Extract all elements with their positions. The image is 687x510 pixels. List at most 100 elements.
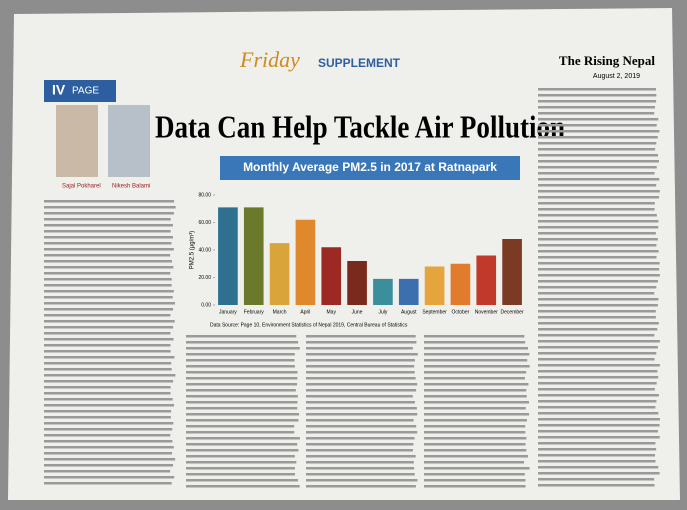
x-tick-label: November: [475, 309, 498, 315]
text-line: [44, 308, 173, 311]
text-line: [186, 413, 299, 416]
bar: [347, 261, 367, 305]
text-line: [186, 443, 297, 446]
y-tick-label: 80.00: [198, 192, 211, 198]
text-line: [538, 436, 660, 439]
text-line: [306, 479, 417, 482]
text-line: [424, 389, 526, 392]
text-line: [538, 352, 656, 355]
y-tick-label: 20.00: [198, 275, 211, 281]
date: August 2, 2019: [593, 73, 640, 80]
text-line: [44, 296, 173, 299]
text-line: [424, 359, 527, 362]
text-line: [186, 383, 297, 386]
bar: [476, 256, 496, 306]
page-number: IV: [52, 82, 66, 98]
text-line: [44, 278, 172, 281]
text-line: [44, 458, 175, 461]
x-tick-label: March: [273, 309, 287, 315]
text-line: [44, 446, 174, 449]
text-line: [538, 400, 656, 403]
text-line: [44, 200, 174, 203]
text-line: [538, 262, 660, 265]
text-line: [306, 335, 416, 338]
bar: [399, 279, 419, 305]
text-line: [538, 220, 658, 223]
page-word: PAGE: [72, 86, 99, 97]
text-line: [306, 467, 414, 470]
y-axis-label: PM2.5 (µg/m³): [190, 231, 196, 269]
text-line: [424, 419, 527, 422]
text-line: [306, 377, 416, 380]
bar: [218, 207, 238, 305]
text-line: [44, 464, 173, 467]
author-photo: [56, 105, 98, 177]
text-line: [538, 178, 659, 181]
text-line: [44, 482, 172, 485]
text-line: [44, 218, 171, 221]
text-line: [44, 362, 171, 365]
x-tick-label: December: [501, 309, 524, 315]
text-line: [538, 184, 656, 187]
text-line: [186, 335, 296, 338]
text-line: [306, 443, 413, 446]
text-line: [44, 368, 172, 371]
text-line: [424, 467, 530, 470]
text-line: [424, 407, 526, 410]
text-line: [186, 401, 297, 404]
text-line: [538, 454, 655, 457]
text-line: [44, 248, 174, 251]
text-line: [424, 473, 525, 476]
text-line: [538, 274, 660, 277]
text-line: [538, 406, 655, 409]
text-line: [44, 272, 170, 275]
text-line: [538, 250, 659, 253]
text-line: [44, 302, 175, 305]
bar: [296, 220, 316, 305]
text-line: [186, 407, 297, 410]
text-line: [44, 236, 173, 239]
text-line: [44, 314, 170, 317]
text-line: [538, 478, 654, 481]
text-line: [306, 437, 415, 440]
text-line: [186, 419, 298, 422]
text-line: [186, 467, 295, 470]
y-tick-label: 40.00: [198, 247, 211, 253]
text-line: [538, 310, 656, 313]
text-line: [538, 196, 659, 199]
text-line: [538, 334, 654, 337]
text-line: [306, 455, 416, 458]
text-line: [424, 377, 525, 380]
text-line: [186, 425, 294, 428]
text-line: [44, 332, 170, 335]
text-line: [424, 413, 529, 416]
text-line: [44, 404, 174, 407]
text-line: [186, 395, 298, 398]
text-line: [538, 172, 655, 175]
text-line: [44, 284, 172, 287]
text-line: [538, 130, 659, 133]
text-line: [44, 422, 173, 425]
text-line: [538, 208, 655, 211]
text-line: [306, 425, 416, 428]
author: Nikesh Balami: [112, 184, 150, 190]
text-line: [538, 340, 660, 343]
headline: Data Can Help Tackle Air Pollution: [155, 108, 565, 144]
bar: [451, 264, 471, 305]
y-tick-label: 60.00: [198, 220, 211, 226]
x-tick-label: May: [327, 309, 337, 315]
text-line: [186, 437, 300, 440]
text-line: [44, 338, 174, 341]
text-line: [538, 322, 659, 325]
text-line: [44, 398, 173, 401]
text-line: [424, 365, 530, 368]
x-tick-label: August: [401, 309, 417, 315]
text-line: [306, 407, 417, 410]
text-line: [44, 452, 172, 455]
text-line: [44, 206, 176, 209]
text-line: [44, 260, 172, 263]
text-line: [538, 238, 658, 241]
text-line: [44, 242, 171, 245]
x-tick-label: April: [300, 309, 310, 315]
text-line: [538, 142, 656, 145]
